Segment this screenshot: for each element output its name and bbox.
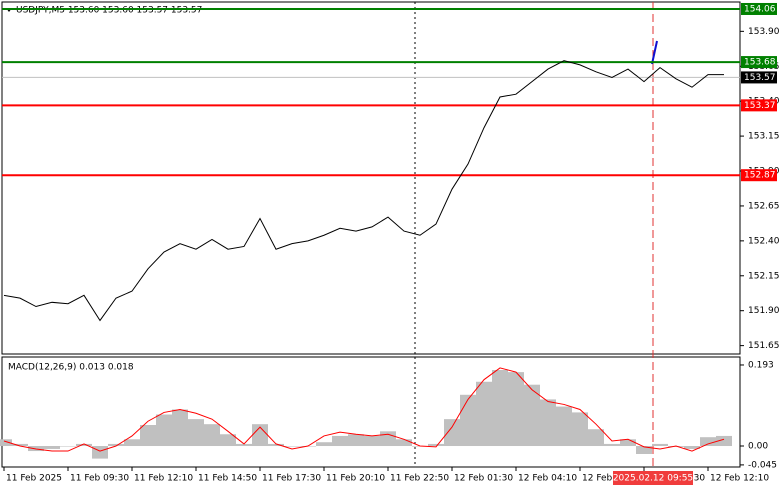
histogram-bar: [396, 439, 412, 447]
histogram-bar: [60, 446, 76, 447]
level-label-box: [741, 99, 777, 112]
histogram-bar: [316, 442, 332, 447]
x-tick-label: 11 Feb 12:10: [134, 474, 193, 484]
histogram-bar: [700, 437, 716, 447]
macd-title: MACD(12,26,9) 0.013 0.018: [8, 363, 134, 373]
histogram-bar: [188, 419, 204, 447]
histogram-bar: [476, 381, 492, 447]
histogram-bar: [76, 443, 92, 447]
current-price-label: 153.57: [744, 73, 776, 83]
y-tick-label: 152.65: [748, 201, 780, 211]
histogram-bar: [12, 443, 28, 447]
y-tick-label: 153.90: [748, 27, 780, 37]
histogram-bar: [364, 435, 380, 447]
level-label: 153.68: [744, 58, 776, 68]
histogram-bar: [156, 414, 172, 447]
histogram-bar: [236, 443, 252, 447]
histogram-bar: [108, 443, 124, 447]
x-tick-label: 12 Feb 04:10: [518, 474, 577, 484]
x-tick-label: 12 Feb 12:10: [710, 474, 769, 484]
histogram-bar: [44, 446, 60, 449]
y-tick-label: 0.00: [748, 442, 768, 452]
histogram-bar: [332, 435, 348, 447]
signal-line: [3, 367, 725, 452]
histogram-bar: [124, 439, 140, 447]
histogram-bar: [284, 446, 300, 447]
x-tick-label: 11 Feb 09:30: [70, 474, 129, 484]
histogram-bar: [652, 443, 668, 447]
histogram-bar: [172, 409, 188, 447]
histogram-bar: [492, 370, 508, 447]
histogram-bar: [524, 384, 540, 447]
x-tick-label: 11 Feb 22:50: [390, 474, 449, 484]
macd-frame: [1, 356, 741, 468]
level-label: 153.37: [744, 101, 776, 111]
histogram-bar: [636, 446, 652, 454]
histogram-bar: [684, 446, 700, 449]
histogram-bar: [556, 406, 572, 447]
x-tick-label: 11 Feb 14:50: [198, 474, 257, 484]
histogram-bar: [380, 431, 396, 447]
x-tick-label: 12 Feb 01:30: [454, 474, 513, 484]
histogram-bar: [252, 424, 268, 447]
histogram-bar: [268, 443, 284, 447]
histogram-bar: [444, 419, 460, 447]
crosshair-label: 2025.02.12 09:55: [613, 474, 693, 484]
y-tick-label: 151.90: [748, 306, 780, 316]
y-tick-label: 152.40: [748, 236, 780, 246]
current-price-box: [741, 71, 777, 84]
histogram-bar: [588, 429, 604, 447]
x-tick-label: 11 Feb 17:30: [262, 474, 321, 484]
level-label: 152.87: [744, 171, 776, 181]
chart-title: USDJPY,M5 153.60 153.60 153.57 153.57: [16, 6, 202, 16]
level-label-box: [741, 2, 777, 15]
histogram-bar: [92, 446, 108, 459]
histogram-bar: [572, 412, 588, 447]
y-tick-label: 151.65: [748, 341, 780, 351]
histogram-bar: [460, 394, 476, 447]
histogram-bar: [204, 424, 220, 447]
level-label: 154.06: [744, 4, 776, 14]
price-frame: [1, 1, 741, 355]
x-tick-label: 11 Feb 2025: [6, 474, 62, 484]
histogram-bar: [620, 439, 636, 447]
y-tick-label: -0.045: [748, 460, 777, 470]
histogram-bar: [0, 439, 12, 447]
level-label-box: [741, 169, 777, 182]
histogram-bar: [140, 425, 156, 447]
price-line: [3, 60, 724, 322]
histogram-bar: [540, 399, 556, 447]
crosshair-label-box: [613, 471, 693, 485]
level-label-box: [741, 56, 777, 69]
histogram-bar: [508, 372, 524, 447]
histogram-bar: [716, 435, 732, 447]
signal-arrow: [651, 40, 658, 65]
histogram-bar: [220, 434, 236, 447]
histogram-bar: [348, 434, 364, 447]
histogram-bar: [604, 443, 620, 447]
x-tick-label: 12 Feb 06:50: [582, 474, 641, 484]
histogram-bar: [428, 443, 444, 447]
y-tick-label: 0.193: [748, 360, 774, 370]
y-tick-label: 152.15: [748, 271, 780, 281]
y-tick-label: 153.15: [748, 132, 780, 142]
x-tick-label: 11 Feb 20:10: [326, 474, 385, 484]
